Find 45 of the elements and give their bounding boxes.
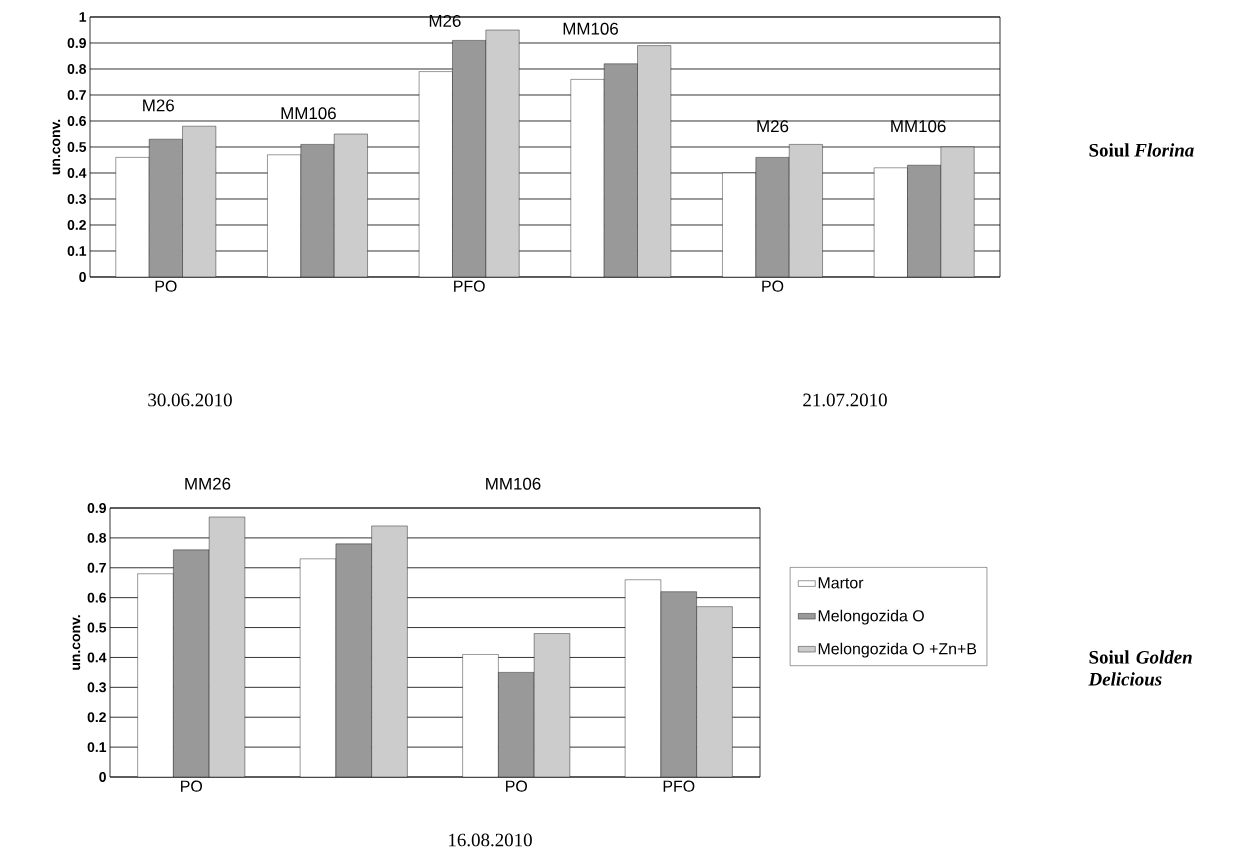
annotation: M26 (429, 14, 461, 27)
y-tick-label: 0.4 (67, 168, 87, 178)
annotation: M26 (143, 99, 174, 112)
y-tick-label: 0.9 (67, 38, 86, 48)
annotation: MM106 (281, 107, 336, 120)
y-tick-label: 0.5 (87, 622, 107, 633)
annotation: M26 (757, 120, 789, 133)
y-tick-label: 0.4 (87, 652, 107, 663)
y-tick-label: 0.6 (87, 592, 106, 603)
legend-label: Melongozida O +Zn+B (818, 642, 977, 658)
text: 21.07.2010 (803, 393, 887, 407)
y-tick-label: 0.1 (67, 246, 87, 256)
y-axis-title: un.conv. (52, 119, 61, 175)
x-tick-label: PO (181, 780, 203, 792)
y-tick-label: 0.5 (67, 142, 87, 152)
annotation: MM106 (891, 120, 946, 133)
y-axis-title: un.conv. (72, 615, 81, 670)
text: Soiul Florina (1089, 143, 1194, 157)
x-tick-label: PO (155, 280, 177, 292)
y-tick-label: 0.8 (87, 532, 107, 543)
y-tick-label: 0.6 (67, 116, 86, 126)
text: 30.06.2010 (148, 393, 232, 407)
text: 16.08.2010 (449, 833, 532, 847)
x-tick-label: PFO (454, 280, 485, 292)
y-tick-label: 0.2 (87, 712, 106, 723)
text: Soiul Golden Delicious (1088, 650, 1192, 686)
y-tick-label: 0.1 (87, 742, 107, 753)
y-tick-label: 0 (99, 772, 106, 782)
y-tick-label: 0.2 (67, 220, 86, 230)
annotation: MM106 (563, 22, 618, 35)
text: MM106 (486, 477, 541, 490)
y-tick-label: 0.7 (87, 562, 106, 573)
text: MM26 (185, 477, 231, 490)
y-tick-label: 0.3 (67, 194, 86, 204)
y-tick-label: 1 (79, 12, 87, 22)
y-tick-label: 0.3 (87, 682, 106, 693)
y-tick-label: 0 (79, 272, 86, 282)
y-tick-label: 0.7 (67, 90, 86, 100)
x-tick-label: PFO (663, 780, 695, 792)
x-tick-label: PO (762, 280, 784, 292)
y-tick-label: 0.8 (67, 64, 87, 74)
legend-label: Martor (818, 577, 864, 589)
x-tick-label: PO (506, 780, 528, 792)
y-tick-label: 0.9 (87, 503, 106, 513)
legend-label: Melongozida O (818, 609, 924, 625)
